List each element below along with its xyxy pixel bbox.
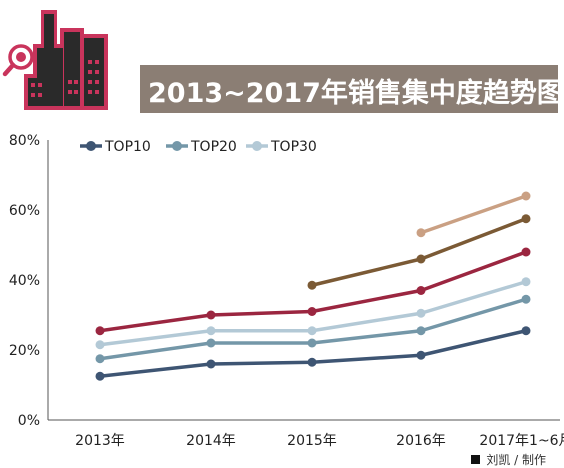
x-tick-label: 2015年 xyxy=(287,433,337,449)
y-tick-label: 0% xyxy=(18,413,40,429)
data-point xyxy=(95,354,105,364)
data-point xyxy=(416,326,426,336)
data-point xyxy=(95,371,105,381)
credit-line: 刘凯 / 制作 xyxy=(471,451,546,468)
data-point xyxy=(521,326,531,336)
data-point xyxy=(521,294,531,304)
credit-text: 刘凯 / 制作 xyxy=(486,453,546,467)
x-tick-label: 2014年 xyxy=(186,433,236,449)
credit-square-icon xyxy=(471,455,481,464)
legend-label: TOP10 xyxy=(104,139,151,155)
y-tick-label: 80% xyxy=(9,133,40,149)
data-point xyxy=(206,359,216,369)
y-tick-label: 60% xyxy=(9,203,40,219)
y-tick-label: 40% xyxy=(9,273,40,289)
data-point xyxy=(416,350,426,360)
data-point xyxy=(307,307,317,316)
data-point xyxy=(206,310,216,320)
data-point xyxy=(206,338,216,348)
data-point xyxy=(95,340,105,350)
chart-title: 2013~2017年销售集中度趋势图 xyxy=(148,78,564,109)
data-point xyxy=(206,326,216,336)
x-tick-label: 2013年 xyxy=(75,433,125,449)
data-point xyxy=(521,247,531,257)
legend-marker xyxy=(252,141,262,151)
data-point xyxy=(95,326,105,336)
data-point xyxy=(416,308,426,318)
data-point xyxy=(307,357,317,367)
data-point xyxy=(416,228,426,238)
series-line-6 xyxy=(419,194,528,235)
city-buildings-search-icon xyxy=(2,10,108,110)
x-tick-label: 2017年1~6月 xyxy=(479,433,564,449)
data-point xyxy=(521,214,531,224)
data-point xyxy=(416,286,426,295)
data-point xyxy=(307,326,317,336)
legend-marker xyxy=(172,141,182,151)
legend-label: TOP20 xyxy=(190,139,237,155)
legend-label: TOP30 xyxy=(270,139,317,155)
title-banner xyxy=(140,65,558,113)
y-tick-label: 20% xyxy=(9,343,40,359)
data-point xyxy=(307,280,317,290)
data-point xyxy=(521,191,531,201)
data-point xyxy=(307,338,317,348)
x-tick-label: 2016年 xyxy=(396,433,446,449)
legend-marker xyxy=(86,141,96,151)
data-point xyxy=(416,254,426,264)
data-point xyxy=(521,277,531,287)
